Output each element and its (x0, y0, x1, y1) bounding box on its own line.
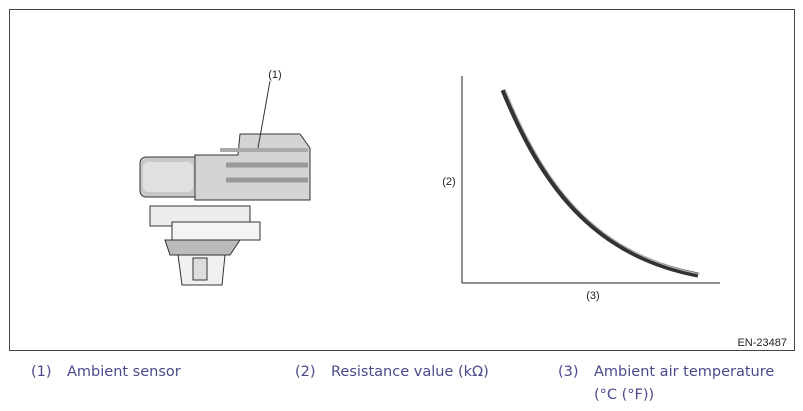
callout: (3) (586, 290, 599, 302)
legend-number: (1) (31, 364, 52, 380)
legend-number: (3) (558, 364, 579, 380)
figure-id: EN-23487 (737, 337, 787, 349)
legend-text: Ambient air temperature (°C (°F)) (594, 364, 775, 403)
graph: (2) (3) (442, 76, 720, 302)
legend-text: Ambient sensor (67, 364, 181, 380)
figure: (1) (2) (3) EN-23487 (9, 9, 795, 351)
curve-highlight (504, 88, 701, 275)
sensor-illustration (139, 133, 311, 286)
legend-text: Resistance value (kΩ) (331, 364, 489, 380)
figure-frame (9, 9, 795, 351)
axes (461, 76, 720, 284)
callout: (1) (268, 69, 281, 81)
leader-line (257, 80, 271, 149)
legend-number: (2) (295, 364, 316, 380)
callout: (2) (442, 176, 455, 188)
curve (500, 89, 699, 278)
